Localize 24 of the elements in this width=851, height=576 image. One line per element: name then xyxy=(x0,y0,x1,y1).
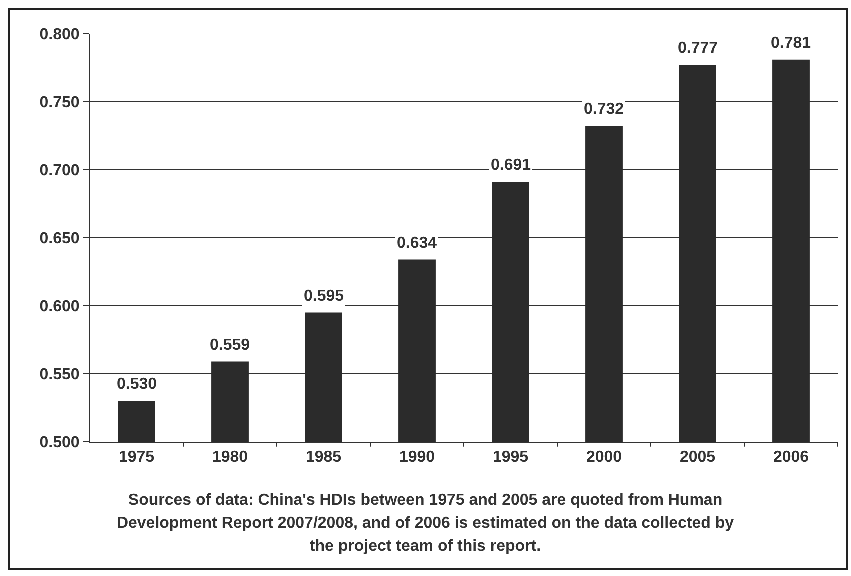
data-label: 0.691 xyxy=(491,157,532,174)
y-tick-label: 0.650 xyxy=(40,230,80,248)
x-tick-label: 1985 xyxy=(306,449,342,466)
data-label: 0.781 xyxy=(771,35,812,52)
x-tick-label: 2006 xyxy=(773,449,810,466)
data-label: 0.559 xyxy=(210,337,250,354)
x-tick-label: 1975 xyxy=(118,449,155,466)
y-tick-label: 0.500 xyxy=(40,434,80,452)
x-tick-label: 2000 xyxy=(586,449,622,466)
x-tick-label: 1990 xyxy=(399,449,436,466)
y-tick-label: 0.700 xyxy=(40,162,80,180)
data-label: 0.595 xyxy=(304,288,344,305)
x-tick-label: 1980 xyxy=(212,449,248,466)
data-label: 0.777 xyxy=(678,40,718,57)
data-label: 0.530 xyxy=(117,376,158,393)
x-tick-label: 2005 xyxy=(680,449,716,466)
source-note: Sources of data: China's HDIs between 1975 and 2005 are quoted from Human Development Report 2007/2008, and of 2006 is estimated on the data collected by the project team of this report. xyxy=(116,491,736,557)
data-label: 0.732 xyxy=(584,101,624,118)
y-tick-label: 0.600 xyxy=(40,298,80,316)
y-tick-label: 0.800 xyxy=(40,26,80,44)
data-label: 0.634 xyxy=(397,235,438,252)
x-tick-label: 1995 xyxy=(492,449,529,466)
y-tick-label: 0.550 xyxy=(40,366,80,384)
y-tick-label: 0.750 xyxy=(40,94,80,112)
